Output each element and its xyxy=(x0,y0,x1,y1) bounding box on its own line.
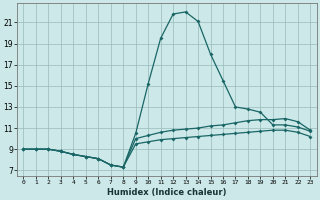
X-axis label: Humidex (Indice chaleur): Humidex (Indice chaleur) xyxy=(107,188,227,197)
